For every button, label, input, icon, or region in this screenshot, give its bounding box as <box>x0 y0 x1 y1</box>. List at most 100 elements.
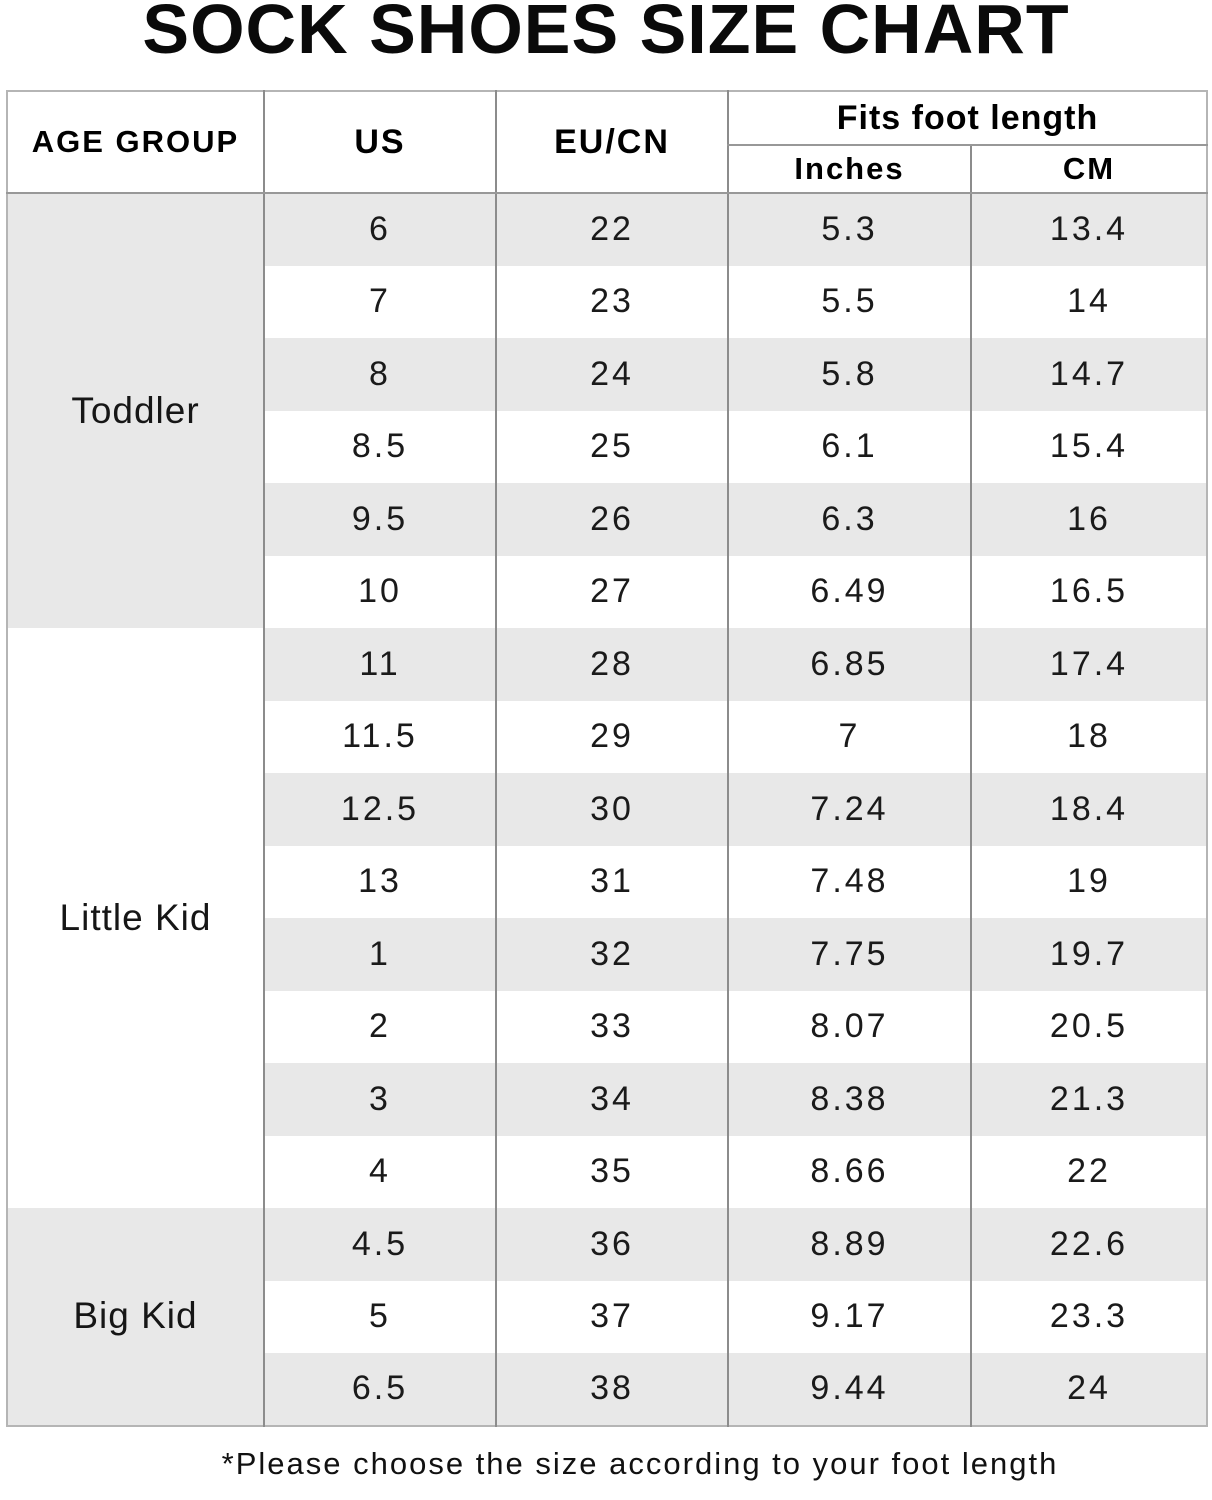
inches-cell: 7.48 <box>727 845 971 918</box>
us-size-cell: 3 <box>263 1063 496 1136</box>
eu-cn-size-cell: 28 <box>495 628 728 701</box>
table-row: 8 24 5.8 14.7 <box>7 338 1208 411</box>
table-row: Big Kid 4.5 36 8.89 22.6 <box>7 1208 1208 1426</box>
cm-cell: 14.7 <box>969 338 1208 411</box>
table-row: 8.5 25 6.1 15.4 <box>7 410 1208 483</box>
cm-header: CM <box>969 145 1208 194</box>
inches-cell: 6.1 <box>727 410 971 483</box>
table-row: 10 27 6.49 16.5 <box>7 555 1208 628</box>
us-size-cell: 8 <box>263 338 496 411</box>
inches-cell: 8.89 <box>727 1208 971 1281</box>
table-row: 6.5 38 9.44 24 <box>7 1353 1208 1426</box>
cm-cell: 15.4 <box>969 410 1208 483</box>
age-group-header: AGE GROUP <box>7 91 264 194</box>
inches-cell: 6.3 <box>727 483 971 556</box>
eu-cn-size-cell: 23 <box>495 265 728 338</box>
age-group-cell: Little Kid <box>7 628 264 1208</box>
inches-cell: 5.8 <box>727 338 971 411</box>
inches-cell: 7.24 <box>727 773 971 846</box>
us-size-cell: 12.5 <box>263 773 496 846</box>
us-size-cell: 4.5 <box>263 1208 496 1281</box>
table-row: Little Kid 11 28 6.85 17.4 <box>7 628 1208 1208</box>
age-group-cell: Big Kid <box>7 1208 264 1426</box>
eu-cn-size-cell: 32 <box>495 918 728 991</box>
eu-cn-size-cell: 30 <box>495 773 728 846</box>
inches-cell: 8.38 <box>727 1063 971 1136</box>
cm-cell: 24 <box>969 1353 1208 1426</box>
eu-cn-size-cell: 31 <box>495 845 728 918</box>
header-row-main: AGE GROUP US EU/CN Fits foot length <box>7 91 1208 194</box>
fits-foot-length-header: Fits foot length <box>726 91 1208 146</box>
cm-cell: 19 <box>969 845 1208 918</box>
table-row: 2 33 8.07 20.5 <box>7 990 1208 1063</box>
inches-cell: 5.3 <box>727 193 971 266</box>
us-size-cell: 13 <box>263 845 496 918</box>
us-size-header: US <box>263 91 496 194</box>
us-size-cell: 10 <box>263 555 496 628</box>
us-size-cell: 2 <box>263 990 496 1063</box>
header-row-sub: Inches CM <box>7 145 1208 194</box>
cm-cell: 16 <box>969 483 1208 556</box>
cm-cell: 20.5 <box>969 990 1208 1063</box>
us-size-cell: 6 <box>263 193 496 266</box>
cm-cell: 14 <box>969 265 1208 338</box>
table-body: Toddler 6 22 5.3 13.4 7 23 5.5 14 8 24 5.8 14.7 8.5 25… <box>7 193 1208 1426</box>
inches-cell: 6.49 <box>727 555 971 628</box>
size-chart-table: AGE GROUP US EU/CN Fits foot length Inch… <box>6 90 1209 1427</box>
table-row: 11.5 29 7 18 <box>7 700 1208 773</box>
inches-cell: 6.85 <box>727 628 971 701</box>
inches-cell: 9.44 <box>727 1353 971 1426</box>
eu-cn-size-cell: 38 <box>495 1353 728 1426</box>
eu-cn-size-header: EU/CN <box>495 91 728 194</box>
eu-cn-size-cell: 35 <box>495 1135 728 1208</box>
table-row: 7 23 5.5 14 <box>7 265 1208 338</box>
cm-cell: 16.5 <box>969 555 1208 628</box>
footnote: *Please choose the size according to you… <box>221 1446 1059 1481</box>
cm-cell: 22.6 <box>969 1208 1208 1281</box>
us-size-cell: 8.5 <box>263 410 496 483</box>
table-row: 9.5 26 6.3 16 <box>7 483 1208 556</box>
eu-cn-size-cell: 25 <box>495 410 728 483</box>
cm-cell: 23.3 <box>969 1280 1208 1353</box>
eu-cn-size-cell: 37 <box>495 1280 728 1353</box>
table-row: 13 31 7.48 19 <box>7 845 1208 918</box>
cm-cell: 18.4 <box>969 773 1208 846</box>
age-group-cell: Toddler <box>7 193 264 628</box>
table-row: 1 32 7.75 19.7 <box>7 918 1208 991</box>
table-row: 12.5 30 7.24 18.4 <box>7 773 1208 846</box>
eu-cn-size-cell: 29 <box>495 700 728 773</box>
eu-cn-size-cell: 36 <box>495 1208 728 1281</box>
eu-cn-size-cell: 27 <box>495 555 728 628</box>
inches-cell: 8.07 <box>727 990 971 1063</box>
us-size-cell: 9.5 <box>263 483 496 556</box>
inches-header: Inches <box>727 145 971 194</box>
table-header: AGE GROUP US EU/CN Fits foot length Inch… <box>7 91 1208 194</box>
inches-cell: 5.5 <box>727 265 971 338</box>
us-size-cell: 5 <box>263 1280 496 1353</box>
inches-cell: 9.17 <box>727 1280 971 1353</box>
cm-cell: 13.4 <box>969 193 1208 266</box>
eu-cn-size-cell: 34 <box>495 1063 728 1136</box>
page-title: SOCK SHOES SIZE CHART <box>142 0 1070 68</box>
table-row: 5 37 9.17 23.3 <box>7 1280 1208 1353</box>
us-size-cell: 7 <box>263 265 496 338</box>
table-row: Toddler 6 22 5.3 13.4 <box>7 193 1208 628</box>
cm-cell: 17.4 <box>969 628 1208 701</box>
us-size-cell: 6.5 <box>263 1353 496 1426</box>
inches-cell: 7 <box>727 700 971 773</box>
inches-cell: 8.66 <box>727 1135 971 1208</box>
us-size-cell: 1 <box>263 918 496 991</box>
us-size-cell: 11.5 <box>263 700 496 773</box>
cm-cell: 18 <box>969 700 1208 773</box>
us-size-cell: 4 <box>263 1135 496 1208</box>
table-row: 3 34 8.38 21.3 <box>7 1063 1208 1136</box>
eu-cn-size-cell: 22 <box>495 193 728 266</box>
eu-cn-size-cell: 24 <box>495 338 728 411</box>
table-row: 4 35 8.66 22 <box>7 1135 1208 1208</box>
cm-cell: 19.7 <box>969 918 1208 991</box>
eu-cn-size-cell: 33 <box>495 990 728 1063</box>
cm-cell: 21.3 <box>969 1063 1208 1136</box>
us-size-cell: 11 <box>263 628 496 701</box>
eu-cn-size-cell: 26 <box>495 483 728 556</box>
cm-cell: 22 <box>969 1135 1208 1208</box>
